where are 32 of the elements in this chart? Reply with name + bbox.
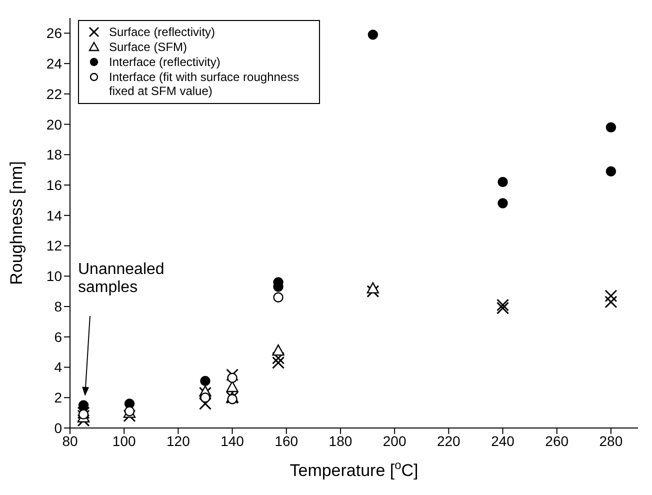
y-tick-label: 0 [54, 420, 62, 436]
x-axis-title: Temperature [$^{o}$C] [290, 458, 418, 480]
legend-label: Surface (SFM) [109, 40, 188, 54]
y-tick-label: 16 [46, 177, 62, 194]
x-tick-label: 240 [491, 432, 515, 449]
y-tick-label: 4 [54, 359, 62, 376]
x-tick-label: 220 [436, 432, 461, 449]
y-tick-label: 8 [54, 298, 62, 314]
y-tick-label: 22 [46, 86, 62, 102]
x-tick-label: 80 [62, 432, 78, 449]
x-tick-label: 180 [328, 432, 352, 449]
y-axis-title: Roughness [nm] [7, 161, 26, 285]
y-tick-label: 14 [46, 207, 62, 224]
y-tick-label: 20 [46, 116, 62, 132]
x-tick-label: 120 [166, 432, 190, 449]
y-tick-label: 2 [54, 390, 62, 406]
x-tick-label: 100 [112, 432, 136, 449]
x-tick-label: 260 [545, 432, 569, 449]
y-tick-label: 10 [46, 268, 62, 284]
annotation: Unannealed samples [78, 261, 164, 296]
x-tick-label: 140 [220, 432, 244, 449]
legend-label: Interface (reflectivity) [109, 55, 220, 69]
y-tick-label: 26 [46, 25, 62, 42]
y-tick-label: 12 [46, 238, 62, 254]
x-tick-label: 160 [274, 432, 298, 449]
legend-label: Interface (fit with surface roughness fixed at SFM value) [109, 70, 300, 98]
legend-label: Surface (reflectivity) [109, 25, 216, 39]
y-tick-label: 6 [54, 328, 62, 345]
y-tick-label: 18 [46, 146, 62, 163]
x-tick-label: 280 [599, 432, 623, 449]
x-tick-label: 200 [382, 432, 406, 449]
y-tick-label: 24 [46, 56, 62, 72]
